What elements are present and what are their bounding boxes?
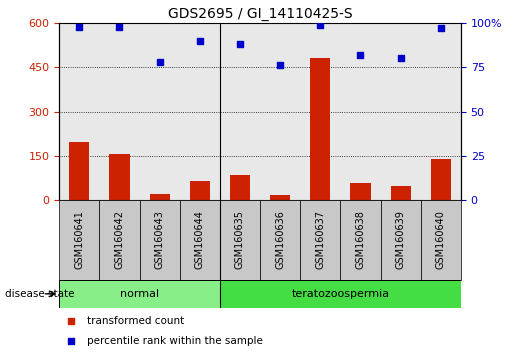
Bar <box>59 280 220 308</box>
Point <box>276 63 284 68</box>
Bar <box>220 200 260 280</box>
Bar <box>230 175 250 200</box>
Text: teratozoospermia: teratozoospermia <box>291 289 389 299</box>
Point <box>156 59 164 65</box>
Bar <box>69 142 89 200</box>
Bar <box>270 195 290 200</box>
Text: normal: normal <box>120 289 159 299</box>
Text: GSM160641: GSM160641 <box>74 210 84 269</box>
Text: GSM160635: GSM160635 <box>235 210 245 269</box>
Title: GDS2695 / GI_14110425-S: GDS2695 / GI_14110425-S <box>168 7 352 21</box>
Point <box>67 338 75 344</box>
Bar <box>431 159 451 200</box>
Bar <box>149 194 169 200</box>
Bar <box>381 200 421 280</box>
Bar <box>140 200 180 280</box>
Point <box>356 52 365 58</box>
Point <box>316 22 324 28</box>
Point <box>67 318 75 324</box>
Text: GSM160639: GSM160639 <box>396 210 406 269</box>
Bar <box>180 200 220 280</box>
Point <box>115 24 124 29</box>
Bar <box>109 154 129 200</box>
Bar <box>340 200 381 280</box>
Text: GSM160637: GSM160637 <box>315 210 325 269</box>
Text: GSM160636: GSM160636 <box>275 210 285 269</box>
Bar <box>59 200 99 280</box>
Text: GSM160642: GSM160642 <box>114 210 125 269</box>
Text: GSM160638: GSM160638 <box>355 210 366 269</box>
Bar <box>350 183 370 200</box>
Text: disease state: disease state <box>5 289 75 299</box>
Point <box>397 56 405 61</box>
Bar <box>310 58 330 200</box>
Bar <box>300 200 340 280</box>
Point <box>196 38 204 44</box>
Bar <box>260 200 300 280</box>
Point <box>236 41 244 47</box>
Text: GSM160640: GSM160640 <box>436 210 446 269</box>
Text: GSM160643: GSM160643 <box>154 210 165 269</box>
Bar <box>390 186 410 200</box>
Point <box>437 25 445 31</box>
Bar <box>220 280 461 308</box>
Point <box>75 24 83 29</box>
Text: transformed count: transformed count <box>88 316 184 326</box>
Bar <box>421 200 461 280</box>
Text: GSM160644: GSM160644 <box>195 210 205 269</box>
Bar <box>99 200 140 280</box>
Bar <box>190 181 210 200</box>
Text: percentile rank within the sample: percentile rank within the sample <box>88 336 263 346</box>
